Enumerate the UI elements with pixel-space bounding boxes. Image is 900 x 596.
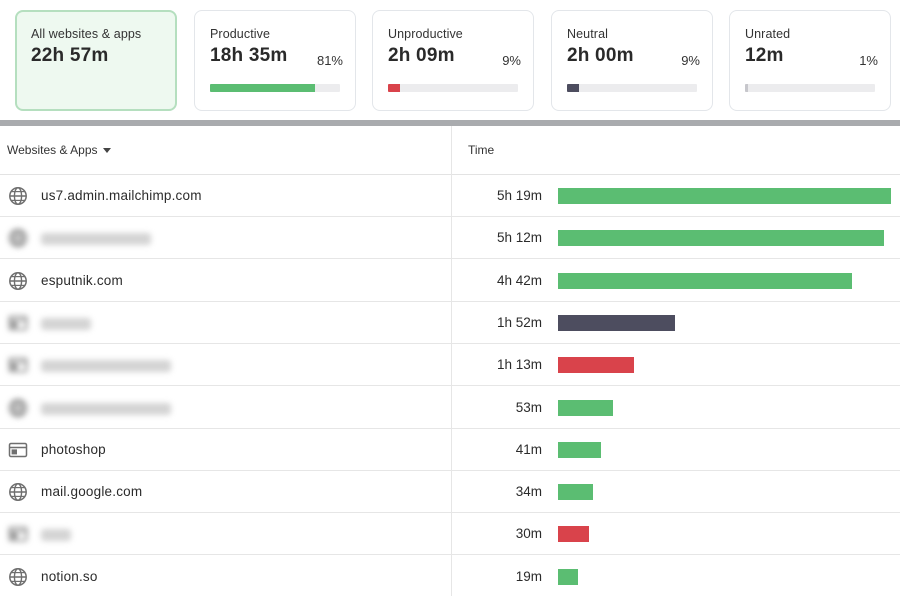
time-value: 53m — [515, 399, 542, 415]
app-window-icon — [8, 440, 28, 460]
card-unrated[interactable]: Unrated 12m 1% — [729, 10, 891, 111]
redacted-site-name — [41, 317, 91, 330]
app-window-icon — [8, 524, 28, 544]
card-unproductive-percent: 9% — [502, 53, 521, 68]
table-row[interactable]: esputnik.com 4h 42m — [0, 260, 900, 302]
globe-icon — [8, 482, 28, 502]
card-all-websites[interactable]: All websites & apps 22h 57m — [15, 10, 177, 111]
section-divider — [0, 120, 900, 126]
table-row[interactable]: mail.google.com 34m — [0, 471, 900, 514]
site-name: notion.so — [41, 568, 98, 584]
site-name: us7.admin.mailchimp.com — [41, 188, 202, 203]
site-name: esputnik.com — [41, 272, 123, 288]
time-bar-productive — [558, 568, 578, 585]
table-row[interactable]: us7.admin.mailchimp.com 5h 19m — [0, 175, 900, 217]
time-value: 5h 19m — [496, 188, 542, 203]
card-unproductive-label: Unproductive — [388, 27, 463, 41]
time-bar-unproductive — [558, 526, 589, 543]
sort-websites-apps-dropdown[interactable]: Websites & Apps — [7, 143, 111, 157]
card-neutral[interactable]: Neutral 2h 00m 9% — [551, 10, 713, 111]
table-row[interactable]: 5h 12m — [0, 217, 900, 260]
summary-cards: All websites & apps 22h 57m Productive 1… — [0, 0, 900, 120]
card-productive-progress-fill — [210, 84, 316, 92]
card-productive-label: Productive — [210, 27, 271, 41]
card-neutral-value: 2h 00m — [567, 45, 634, 66]
column-header-time: Time — [468, 143, 495, 157]
card-productive-value: 18h 35m — [210, 45, 288, 66]
table-row[interactable]: 1h 13m — [0, 344, 900, 387]
time-value: 1h 13m — [496, 357, 542, 373]
time-value: 5h 12m — [496, 230, 542, 246]
column-separator — [451, 126, 452, 596]
card-productive-track — [210, 84, 340, 92]
card-productive-percent: 81% — [316, 53, 343, 68]
app-window-icon — [8, 355, 28, 375]
card-neutral-percent: 9% — [681, 53, 700, 68]
time-value: 30m — [515, 526, 542, 542]
card-unrated-percent: 1% — [859, 53, 878, 68]
time-bar-productive — [558, 484, 593, 501]
usage-table: Websites & Apps Time us7.admin.mailchimp… — [0, 126, 900, 596]
redacted-site-name — [41, 360, 171, 373]
globe-icon — [8, 228, 28, 248]
card-neutral-progress-fill — [567, 84, 579, 92]
time-value: 34m — [515, 484, 542, 500]
card-neutral-track — [567, 84, 697, 92]
time-bar-productive — [558, 399, 613, 416]
redacted-site-name — [41, 402, 171, 415]
card-unproductive[interactable]: Unproductive 2h 09m 9% — [372, 10, 534, 111]
card-unproductive-progress-fill — [388, 84, 400, 92]
time-bar-productive — [558, 230, 884, 247]
card-unrated-track — [745, 84, 875, 92]
column-header-websites-apps: Websites & Apps — [7, 143, 98, 157]
app-window-icon — [8, 313, 28, 333]
table-row[interactable]: 53m — [0, 387, 900, 429]
time-bar-neutral — [558, 314, 675, 331]
time-value: 19m — [515, 568, 542, 584]
table-row[interactable]: notion.so 19m — [0, 556, 900, 596]
card-unproductive-track — [388, 84, 518, 92]
table-header: Websites & Apps Time — [0, 126, 900, 175]
globe-icon — [8, 567, 28, 587]
card-unrated-label: Unrated — [745, 27, 791, 41]
table-row[interactable]: 1h 52m — [0, 302, 900, 344]
table-row[interactable]: photoshop 41m — [0, 429, 900, 471]
card-neutral-label: Neutral — [567, 27, 608, 41]
time-bar-unproductive — [558, 357, 634, 374]
redacted-site-name — [41, 233, 151, 246]
card-unrated-value: 12m — [745, 45, 784, 66]
card-productive[interactable]: Productive 18h 35m 81% — [194, 10, 356, 111]
time-value: 1h 52m — [496, 314, 542, 330]
globe-icon — [8, 271, 28, 291]
caret-down-icon — [102, 148, 111, 153]
time-value: 41m — [515, 441, 542, 457]
globe-icon — [8, 398, 28, 418]
table-row[interactable]: 30m — [0, 513, 900, 556]
time-value: 4h 42m — [496, 272, 542, 288]
time-bar-productive — [558, 441, 601, 458]
time-bar-productive — [558, 272, 852, 289]
card-unrated-progress-fill — [745, 84, 748, 92]
card-all-label: All websites & apps — [31, 27, 142, 41]
globe-icon — [8, 186, 28, 206]
time-bar-productive — [558, 188, 891, 204]
site-name: photoshop — [41, 441, 106, 457]
redacted-site-name — [41, 529, 71, 542]
card-unproductive-value: 2h 09m — [388, 45, 455, 66]
card-all-value: 22h 57m — [31, 45, 109, 66]
site-name: mail.google.com — [41, 484, 143, 500]
